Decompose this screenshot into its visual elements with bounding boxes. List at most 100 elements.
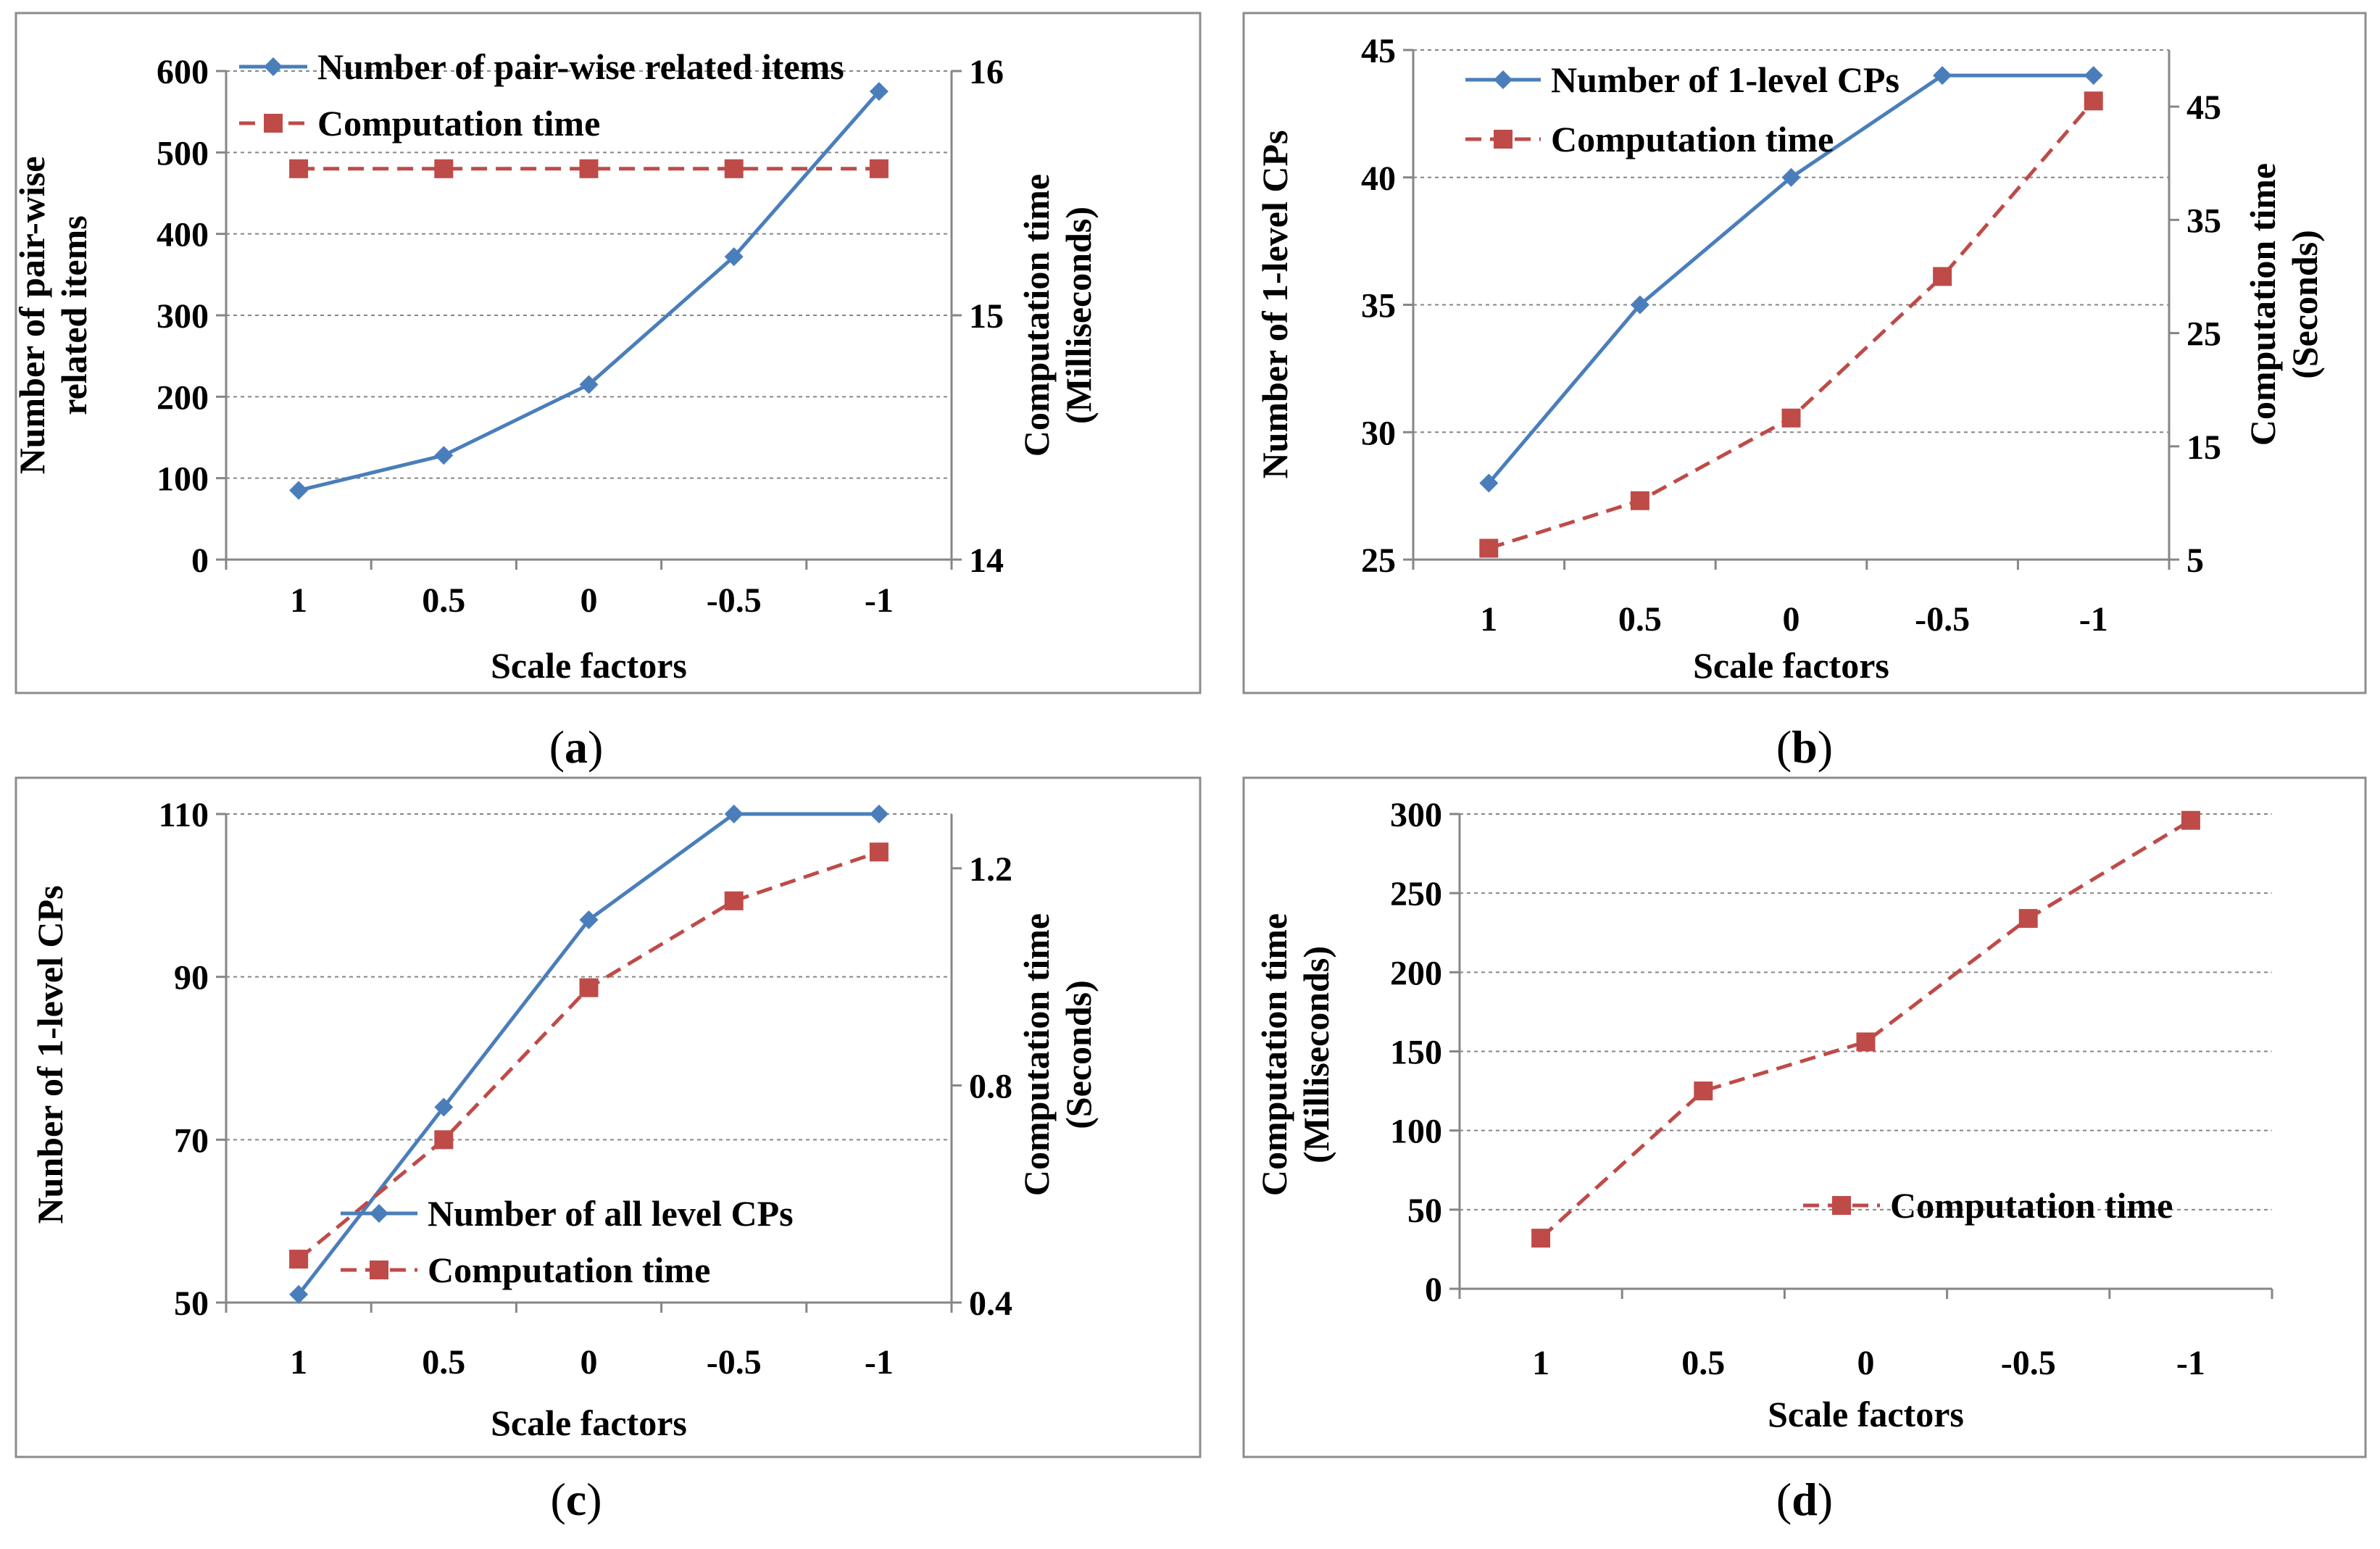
caption-letter: c <box>566 1474 586 1525</box>
x-tick-label: 0 <box>1857 1344 1875 1382</box>
caption-open-paren: ( <box>1776 721 1792 773</box>
x-tick-label: -0.5 <box>1915 600 1970 639</box>
data-point-square <box>869 159 889 178</box>
legend-marker-square <box>1494 130 1513 149</box>
y-tick-label: 500 <box>157 134 209 173</box>
data-point-square <box>724 891 744 910</box>
y-tick-label: 110 <box>159 796 209 834</box>
caption-open-paren: ( <box>550 1474 565 1525</box>
caption-close-paren: ) <box>1818 1474 1833 1525</box>
y-tick-label: 90 <box>174 959 209 997</box>
series-line-time <box>1539 818 2192 1239</box>
y2-tick-label: 5 <box>2186 541 2204 580</box>
legend-marker-square <box>370 1261 388 1279</box>
x-tick-label: 0.5 <box>1681 1344 1725 1382</box>
y-axis-title: Number of 1-level CPs <box>1255 130 1295 479</box>
panel-caption: (c) <box>550 1474 602 1525</box>
data-point-diamond <box>869 82 889 101</box>
y-axis-title: Computation time <box>1254 913 1294 1196</box>
y-tick-label: 150 <box>1390 1034 1442 1072</box>
panel-caption: (d) <box>1776 1474 1833 1525</box>
legend-marker-diamond <box>370 1204 388 1223</box>
x-tick-label: 0.5 <box>422 581 465 620</box>
y-tick-label: 200 <box>1390 954 1442 992</box>
chart-panel-c: 50 70 90 110 0.4 0.8 1.2 1 0.5 0 -0.5 -1 Scale facto… <box>14 776 1202 1525</box>
x-tick-label: 1 <box>1480 600 1497 639</box>
caption-close-paren: ) <box>1818 721 1833 773</box>
legend: Computation time <box>1803 1185 2173 1226</box>
y2-tick-label: 0.4 <box>969 1284 1012 1323</box>
y-tick-label: 50 <box>174 1284 209 1323</box>
legend: Number of all level CPs Computation time <box>341 1193 794 1290</box>
data-point-diamond <box>2084 66 2103 86</box>
caption-open-paren: ( <box>1776 1474 1792 1525</box>
y-tick-label: 250 <box>1390 875 1442 913</box>
y-tick-label: 300 <box>157 297 209 336</box>
caption-letter: a <box>565 721 588 773</box>
data-point-diamond <box>724 805 744 823</box>
legend-marker-square <box>264 114 283 133</box>
x-tick-label: -0.5 <box>707 1343 762 1382</box>
chart-panel-b: 25 30 35 40 45 5 15 25 35 45 1 0.5 0 -0.5 -1 Scale fact… <box>1242 12 2367 773</box>
y-tick-label: 40 <box>1361 159 1396 198</box>
legend-label: Number of 1-level CPs <box>1551 59 1900 100</box>
x-tick-label: -1 <box>2176 1344 2205 1382</box>
y2-axis-title: Computation time <box>2242 163 2283 446</box>
x-tick-label: -0.5 <box>2001 1344 2056 1382</box>
y-tick-label: 200 <box>157 378 209 417</box>
data-point-square <box>869 842 889 862</box>
data-point-diamond <box>579 375 599 394</box>
y-axis-title: (Milliseconds) <box>1296 946 1336 1163</box>
data-point-square <box>289 1250 309 1269</box>
data-point-diamond <box>434 446 454 465</box>
y2-tick-label: 15 <box>969 297 1004 336</box>
x-axis-title: Scale factors <box>1693 645 1889 686</box>
y-tick-label: 35 <box>1361 287 1396 325</box>
caption-close-paren: ) <box>586 1474 602 1525</box>
data-point-diamond <box>1781 167 1801 187</box>
x-tick-label: 0 <box>1783 600 1800 639</box>
y-tick-label: 100 <box>1390 1113 1442 1151</box>
data-point-diamond <box>289 481 309 500</box>
y-tick-label: 0 <box>1425 1271 1442 1309</box>
caption-open-paren: ( <box>549 721 565 773</box>
data-point-square <box>1531 1229 1551 1248</box>
x-tick-label: -1 <box>865 581 894 620</box>
x-tick-label: 0.5 <box>1618 600 1662 639</box>
data-point-diamond <box>579 910 599 930</box>
legend: Number of 1-level CPs Computation time <box>1465 59 1900 159</box>
data-point-square <box>1694 1081 1713 1101</box>
data-point-square <box>579 159 599 178</box>
y2-tick-label: 35 <box>2186 202 2221 240</box>
y-tick-label: 400 <box>157 216 209 254</box>
y2-tick-label: 16 <box>969 53 1004 91</box>
y-tick-label: 50 <box>1407 1192 1442 1230</box>
x-tick-label: 1 <box>1532 1344 1549 1382</box>
chart-frame <box>14 776 1202 1458</box>
legend-label: Computation time <box>1551 119 1834 159</box>
chart-frame <box>1242 776 2367 1458</box>
data-point-square <box>1781 408 1801 428</box>
x-tick-label: 0 <box>581 581 598 620</box>
legend-marker-diamond <box>264 57 283 76</box>
y2-tick-label: 15 <box>2186 428 2221 467</box>
y-tick-label: 25 <box>1361 541 1396 580</box>
data-point-diamond <box>1933 66 1952 86</box>
chart-panel-a: 0 100 200 300 400 500 600 14 15 16 1 0.5 0 -0.5 -1 Scal… <box>12 12 1202 773</box>
y2-axis-title: (Milliseconds) <box>1058 207 1099 424</box>
legend-label: Number of all level CPs <box>428 1193 794 1234</box>
data-point-square <box>434 1130 454 1150</box>
chart-frame <box>14 12 1202 694</box>
x-tick-label: 0 <box>581 1343 598 1382</box>
y2-tick-label: 0.8 <box>969 1067 1012 1105</box>
caption-close-paren: ) <box>588 721 603 773</box>
y2-tick-label: 14 <box>969 541 1004 580</box>
legend-label: Computation time <box>428 1250 710 1290</box>
y2-tick-label: 1.2 <box>969 850 1012 889</box>
y-tick-label: 0 <box>191 541 209 580</box>
legend: Number of pair-wise related items Computa… <box>239 46 844 144</box>
y2-tick-label: 25 <box>2186 315 2221 354</box>
data-point-diamond <box>724 247 744 267</box>
x-tick-label: 0.5 <box>422 1343 465 1382</box>
